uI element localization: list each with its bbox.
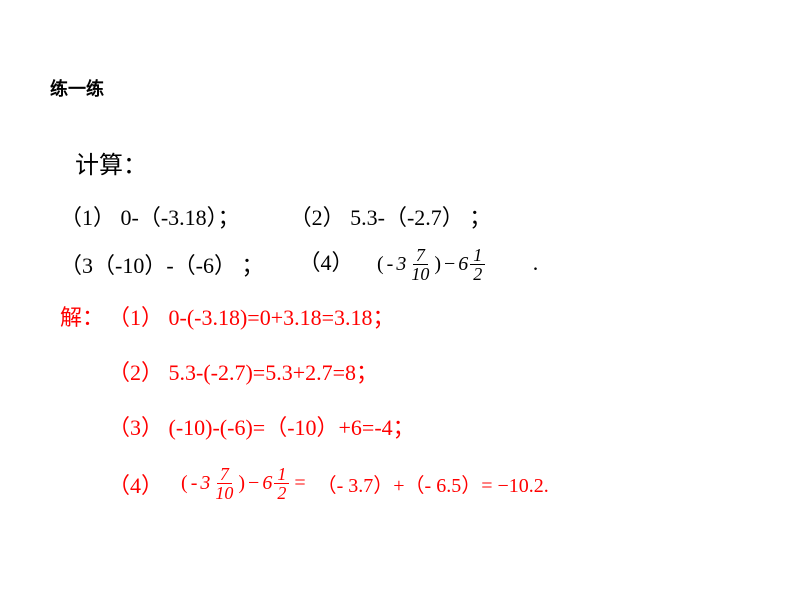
p4-whole-1: 3 [396,253,406,276]
solution-label: 解： [60,300,104,332]
calculate-label: 计算： [75,145,147,180]
problem-2: （2） 5.3-（-2.7） ； [290,200,492,232]
solution-4-label: （4） [108,468,163,500]
problem-row-2: （3（-10）-（-6） ； （4） (- 3 7 10 ) − 6 1 2 . [60,245,538,283]
solution-4: （4） ( - 3 7 10 ) − 6 1 2 = （- 3.7）+（- 6.… [108,465,549,502]
solution-1: （1） 0-(-3.18)=0+3.18=3.18； [108,300,395,332]
p4-den-1: 10 [408,265,432,283]
problem-row-1: （1） 0-（-3.18）； （2） 5.3-（-2.7） ； [60,200,491,232]
s4-eq: = [294,472,305,495]
solution-3: （3） (-10)-(-6)=（-10）+6=-4； [108,410,415,442]
problem-3: （3（-10）-（-6） ； [60,248,263,280]
p4-whole-2: 6 [458,253,468,276]
s4-rparen: ) [238,472,245,495]
s4-minus: − [248,472,259,495]
problem-4-label: （4） [298,250,353,275]
solution-2: （2） 5.3-(-2.7)=5.3+2.7=8； [108,355,378,387]
p4-num-1: 7 [413,246,428,265]
s4-neg: - [191,472,198,495]
problem-4-end: . [533,250,539,275]
s4-den-2: 2 [274,484,289,502]
p4-num-2: 1 [470,246,485,265]
s4-num-2: 1 [274,465,289,484]
s4-lparen: ( [181,472,188,495]
s4-den-1: 10 [212,484,236,502]
section-title: 练一练 [50,75,104,101]
solution-4-result: （- 3.7）+（- 6.5）= −10.2. [317,469,549,498]
problem-4-formula: (- 3 7 10 ) − 6 1 2 [377,246,487,283]
problem-4: （4） (- 3 7 10 ) − 6 1 2 . [298,245,538,283]
p4-den-2: 2 [470,265,485,283]
s4-whole-2: 6 [262,472,272,495]
solution-4-formula: ( - 3 7 10 ) − 6 1 2 = [181,465,309,502]
s4-whole-1: 3 [200,472,210,495]
s4-num-1: 7 [217,465,232,484]
problem-1: （1） 0-（-3.18）； [60,200,240,232]
